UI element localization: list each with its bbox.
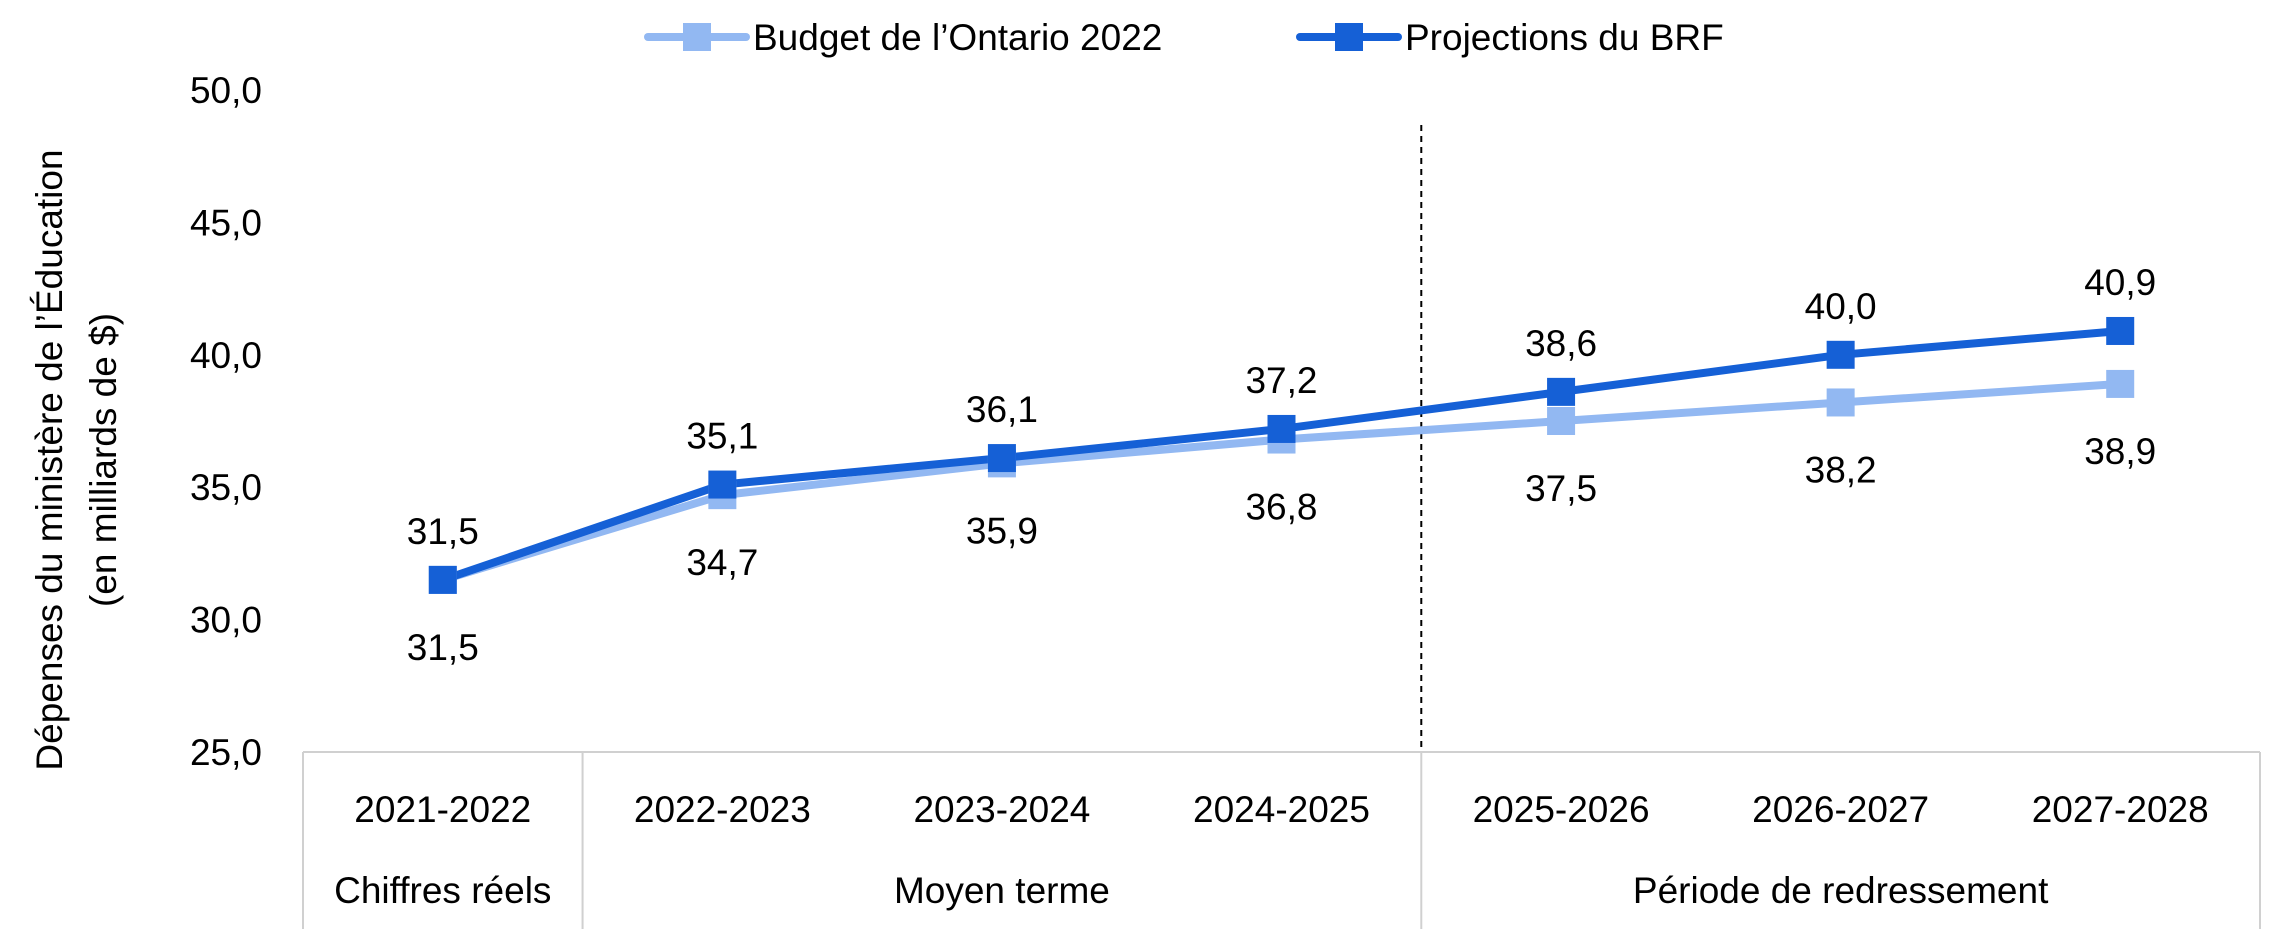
series-0-marker — [1826, 388, 1855, 417]
legend-label-1: Projections du BRF — [1405, 17, 1724, 58]
y-axis-ticks: 25,0 30,0 35,0 40,0 45,0 50,0 — [190, 70, 262, 773]
category-axis-table: Chiffres réels Moyen terme Période de redr… — [302, 751, 2261, 929]
legend-swatch-marker-0 — [683, 23, 711, 51]
y-tick-label: 50,0 — [190, 70, 262, 111]
y-tick-label: 40,0 — [190, 335, 262, 376]
x-tick-label: 2023-2024 — [913, 789, 1090, 830]
series-1-marker — [1826, 340, 1855, 369]
series-1-marker — [2106, 316, 2135, 345]
series-1-marker — [428, 565, 457, 594]
series-1-marker — [708, 470, 737, 499]
series-1-data-label: 38,6 — [1525, 323, 1597, 364]
series-1-marker — [1547, 377, 1576, 406]
series-0-data-label: 38,9 — [2084, 431, 2156, 472]
category-group-label: Chiffres réels — [334, 870, 551, 911]
series-1-marker — [987, 444, 1016, 473]
y-axis-title-line-2: (en milliards de $) — [83, 313, 124, 607]
x-tick-label: 2025-2026 — [1473, 789, 1650, 830]
series-1-data-label: 40,0 — [1805, 286, 1877, 327]
x-tick-label: 2026-2027 — [1752, 789, 1929, 830]
legend-swatch-marker-1 — [1335, 23, 1363, 51]
series-0-data-label: 38,2 — [1805, 449, 1877, 490]
series-0-marker — [2106, 369, 2135, 398]
y-axis-title-line-1: Dépenses du ministère de l’Éducation — [29, 149, 70, 770]
series-1-marker — [1267, 414, 1296, 443]
series-1-data-label: 37,2 — [1245, 360, 1317, 401]
category-group-label: Période de redressement — [1633, 870, 2049, 911]
x-tick-label: 2021-2022 — [354, 789, 531, 830]
x-tick-label: 2027-2028 — [2032, 789, 2209, 830]
y-tick-label: 45,0 — [190, 202, 262, 243]
y-tick-label: 30,0 — [190, 600, 262, 641]
series-0-data-label: 36,8 — [1245, 487, 1317, 528]
series-1-data-label: 40,9 — [2084, 262, 2156, 303]
category-group-label: Moyen terme — [894, 870, 1110, 911]
legend-label-0: Budget de l’Ontario 2022 — [753, 17, 1162, 58]
series-0-data-label: 37,5 — [1525, 468, 1597, 509]
y-axis-title: Dépenses du ministère de l’Éducation (en… — [29, 149, 124, 770]
series-1-data-label: 31,5 — [407, 511, 479, 552]
series-0-data-label: 35,9 — [966, 510, 1038, 551]
series-1-data-label: 36,1 — [966, 389, 1038, 430]
x-tick-label: 2022-2023 — [634, 789, 811, 830]
series-markers — [428, 316, 2135, 594]
series-0-data-label: 34,7 — [686, 542, 758, 583]
series-1-data-label: 35,1 — [686, 416, 758, 457]
series-0-marker — [1547, 407, 1576, 435]
series-0-data-label: 31,5 — [407, 627, 479, 668]
y-tick-label: 35,0 — [190, 467, 262, 508]
data-labels: 31,5 34,7 35,9 36,8 37,5 38,2 38,9 31,5 35,1 36,1… — [407, 262, 2156, 668]
chart-legend: Budget de l’Ontario 2022 Projections du B… — [644, 17, 1724, 58]
y-tick-label: 25,0 — [190, 732, 262, 773]
x-tick-label: 2024-2025 — [1193, 789, 1370, 830]
